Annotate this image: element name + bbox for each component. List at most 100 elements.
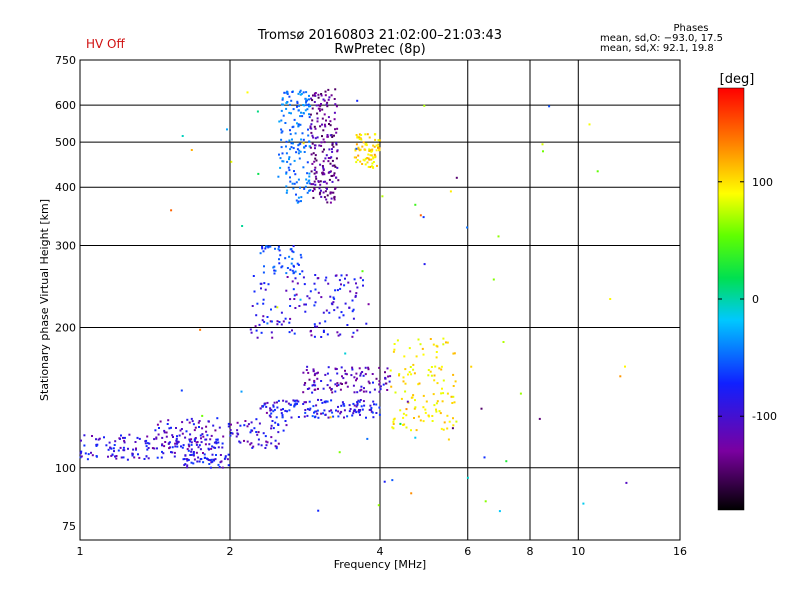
data-point (328, 410, 331, 413)
data-point (187, 459, 190, 461)
data-point (417, 383, 420, 386)
data-point (321, 117, 324, 120)
data-point (316, 409, 319, 412)
data-point (330, 156, 333, 159)
data-point (305, 303, 307, 306)
data-point (328, 311, 331, 314)
data-point (270, 436, 273, 439)
data-point (325, 309, 328, 312)
data-point (386, 367, 389, 370)
data-point (361, 270, 364, 273)
data-point (206, 434, 209, 437)
data-point (498, 510, 501, 513)
data-point (360, 385, 363, 388)
data-point (289, 163, 292, 166)
data-point (360, 134, 363, 136)
data-point (241, 225, 244, 227)
data-point (214, 446, 217, 449)
data-point (154, 429, 157, 432)
data-point (214, 458, 217, 461)
data-point (179, 429, 182, 432)
data-point (180, 389, 183, 392)
data-point (302, 104, 305, 106)
data-point (440, 368, 443, 371)
data-point (340, 283, 342, 286)
data-point (318, 187, 321, 190)
data-point (327, 416, 330, 419)
data-point (331, 159, 334, 162)
data-point (249, 328, 252, 331)
data-point (327, 171, 330, 174)
data-point (105, 444, 108, 447)
data-point (292, 272, 295, 275)
data-point (325, 198, 328, 201)
data-point (352, 308, 355, 311)
data-point (323, 400, 326, 403)
data-point (399, 422, 402, 425)
data-point (266, 316, 269, 318)
data-point (367, 368, 370, 371)
data-point (278, 120, 281, 123)
data-point (321, 401, 324, 404)
data-point (412, 394, 415, 397)
data-point (314, 274, 317, 276)
data-point (375, 144, 378, 147)
data-point (309, 407, 312, 410)
data-point (316, 117, 319, 120)
data-point (210, 447, 213, 450)
data-point (115, 457, 118, 460)
data-point (313, 160, 316, 163)
phase-stats-x: mean, sd,X: 92.1, 19.8 (600, 43, 714, 54)
data-point (176, 442, 178, 445)
data-point (307, 103, 310, 106)
data-point (327, 98, 330, 101)
data-point (340, 311, 343, 314)
data-point (190, 461, 193, 464)
data-point (145, 445, 148, 448)
data-point (367, 380, 370, 383)
data-point (304, 409, 307, 411)
data-point (294, 132, 297, 135)
data-point (185, 430, 188, 433)
data-point (287, 402, 290, 405)
data-point (327, 157, 330, 159)
data-point (327, 282, 330, 285)
data-point (220, 460, 223, 463)
data-point (236, 429, 239, 432)
data-point (229, 434, 232, 437)
data-point (433, 374, 436, 377)
data-point (289, 133, 292, 136)
data-point (316, 377, 319, 380)
data-point (208, 443, 211, 446)
data-point (314, 166, 317, 169)
data-point (314, 137, 317, 140)
data-point (176, 445, 179, 448)
data-point (412, 368, 415, 371)
data-point (278, 258, 280, 261)
data-point (429, 370, 432, 373)
data-point (384, 376, 387, 379)
data-point (317, 96, 320, 99)
data-point (394, 391, 397, 394)
data-point (331, 148, 333, 151)
data-point (284, 317, 287, 320)
data-point (359, 372, 362, 375)
data-point (335, 157, 338, 160)
data-point (369, 149, 372, 152)
data-point (308, 94, 310, 97)
data-point (331, 411, 334, 414)
data-point (359, 409, 362, 411)
data-point (188, 421, 191, 424)
data-point (356, 377, 358, 380)
data-point (330, 197, 333, 200)
data-point (313, 180, 316, 183)
data-point (309, 125, 312, 128)
data-point (378, 390, 381, 393)
data-point (264, 447, 267, 449)
data-point (391, 479, 394, 482)
data-point (272, 405, 275, 408)
data-point (334, 128, 336, 131)
data-point (144, 442, 147, 445)
data-point (320, 412, 323, 415)
data-point (371, 148, 374, 151)
